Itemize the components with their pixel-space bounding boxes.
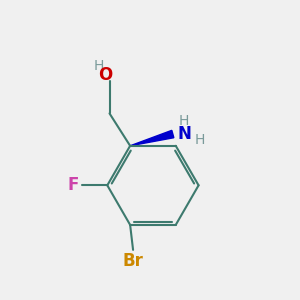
Text: H: H	[94, 59, 104, 73]
Text: O: O	[98, 66, 112, 84]
Text: F: F	[68, 176, 79, 194]
Text: Br: Br	[123, 252, 143, 270]
Text: H: H	[195, 133, 205, 147]
Text: N: N	[177, 125, 191, 143]
Polygon shape	[130, 130, 174, 146]
Text: H: H	[179, 114, 189, 128]
